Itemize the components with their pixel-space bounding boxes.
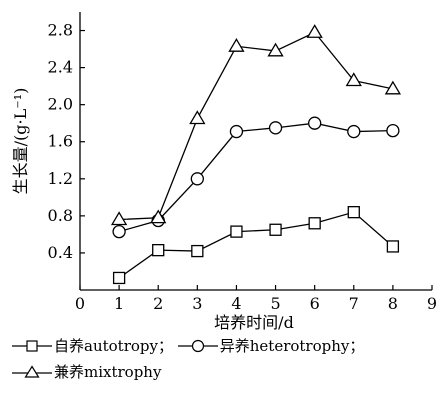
data-point-triangle <box>384 80 402 95</box>
y-tick-label: 2.8 <box>48 21 73 40</box>
x-tick-label: 3 <box>192 294 202 313</box>
x-tick-label: 1 <box>114 294 124 313</box>
data-point-triangle <box>110 211 128 226</box>
data-point-square <box>269 223 282 236</box>
legend: 自养autotropy； 异养heterotrophy； <box>12 336 364 358</box>
series-line-square <box>118 211 394 279</box>
square-marker-icon <box>12 340 52 352</box>
legend-label-heterotrophy: 异养heterotrophy； <box>219 337 365 355</box>
data-point-square <box>191 244 204 258</box>
x-tick-label: 6 <box>310 294 320 313</box>
x-tick-label: 8 <box>388 294 398 313</box>
legend-label-autotropy: 自养autotropy； <box>54 337 173 355</box>
data-point-circle <box>229 124 244 139</box>
data-point-square <box>308 217 321 230</box>
data-point-circle <box>347 124 361 139</box>
x-axis-title: 培养时间/d <box>214 313 294 330</box>
y-tick-label: 2.4 <box>48 58 73 77</box>
data-point-square <box>386 240 400 253</box>
series-line-triangle <box>119 31 394 221</box>
y-tick-label: 0.8 <box>48 206 73 225</box>
data-point-square <box>347 206 360 219</box>
series-line-circle <box>118 122 393 233</box>
data-point-circle <box>268 121 283 135</box>
data-point-triangle <box>189 110 206 125</box>
x-tick-label: 9 <box>427 294 437 313</box>
x-tick-label: 5 <box>270 294 280 313</box>
data-point-square <box>230 225 243 238</box>
data-point-square <box>112 271 126 285</box>
x-tick-label: 7 <box>349 294 359 313</box>
y-axis-title: 生长量/(g·L⁻¹) <box>11 88 30 195</box>
y-tick-label: 0.4 <box>48 243 73 262</box>
x-tick-label: 4 <box>231 294 241 313</box>
data-point-circle <box>190 172 204 186</box>
circle-marker-icon <box>177 339 218 353</box>
legend-row-2: 兼养mixtrophy <box>12 362 161 384</box>
data-point-circle <box>112 224 126 239</box>
data-point-triangle <box>150 209 167 224</box>
y-tick-label: 1.6 <box>48 132 73 151</box>
growth-line-chart: 0 1 2 3 4 5 6 7 8 9 0.4 0.8 1.2 1.6 2.0 2.4 2.8 培养时间/d 生长量… <box>11 12 437 330</box>
data-point-triangle <box>267 42 284 57</box>
data-point-circle <box>386 123 400 138</box>
data-point-triangle <box>345 72 362 87</box>
data-point-circle <box>308 116 322 130</box>
x-tick-label: 0 <box>75 294 85 313</box>
legend-item-heterotrophy: 异养heterotrophy； <box>177 336 365 356</box>
legend-item-autotropy: 自养autotropy； <box>12 336 173 356</box>
triangle-marker-icon <box>12 365 52 378</box>
y-tick-label: 1.2 <box>48 169 73 188</box>
data-point-square <box>152 244 165 257</box>
legend-item-mixtrophy: 兼养mixtrophy <box>12 362 161 382</box>
x-tick-label: 2 <box>153 294 163 313</box>
data-point-triangle <box>228 38 245 52</box>
legend-label-mixtrophy: 兼养mixtrophy <box>54 363 162 381</box>
y-tick-label: 2.0 <box>48 95 73 114</box>
data-point-triangle <box>306 24 323 38</box>
